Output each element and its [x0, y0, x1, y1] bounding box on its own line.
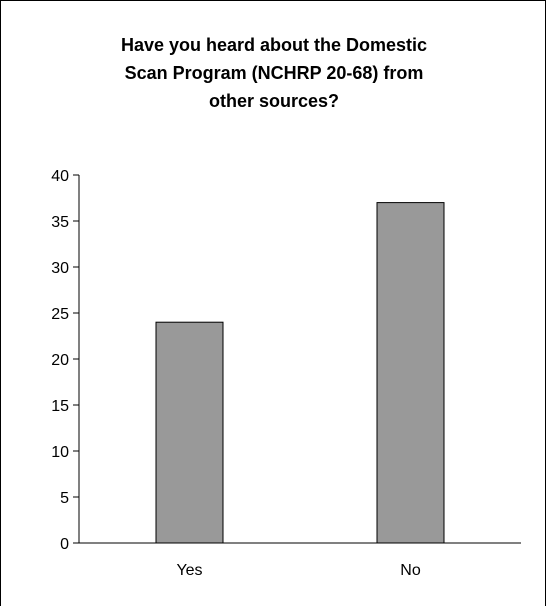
y-tick-label: 5: [60, 490, 69, 507]
y-tick-label: 35: [51, 214, 69, 231]
chart-title-line: Have you heard about the Domestic: [120, 35, 428, 55]
bar: [155, 321, 224, 544]
y-tick-label: 20: [51, 352, 69, 369]
y-tick-label: 30: [51, 260, 69, 277]
y-tick-label: 10: [51, 444, 69, 461]
y-tick-label: 25: [51, 306, 69, 323]
x-category-label: No: [400, 562, 421, 579]
y-tick-label: 0: [60, 536, 69, 553]
y-tick-label: 40: [51, 168, 69, 185]
bar: [376, 202, 445, 544]
chart-title: Have you heard about the Domestic Scan P…: [1, 31, 545, 115]
chart-title-line: Scan Program (NCHRP 20-68) from: [124, 63, 424, 83]
chart-title-line: other sources?: [208, 91, 340, 111]
y-tick-label: 15: [51, 398, 69, 415]
x-category-label: Yes: [176, 562, 202, 579]
